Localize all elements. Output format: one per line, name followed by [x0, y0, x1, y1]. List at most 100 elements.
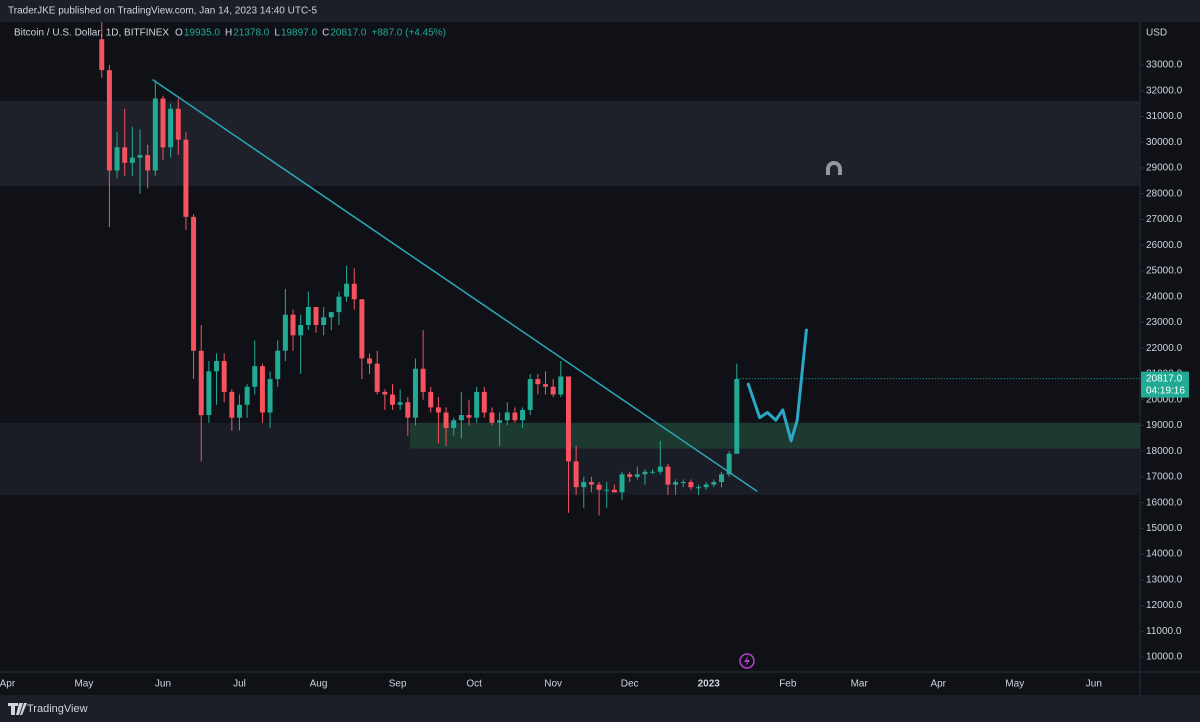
- y-tick-label: 33000.0: [1146, 60, 1183, 71]
- y-tick-label: 15000.0: [1146, 523, 1183, 534]
- candle-body: [726, 453, 732, 475]
- candle-body: [298, 324, 304, 336]
- candle-body: [152, 98, 158, 171]
- candle-body: [611, 489, 617, 493]
- y-tick-label: 30000.0: [1146, 137, 1183, 148]
- x-tick-label: Dec: [621, 679, 639, 690]
- x-tick-label: Apr: [0, 679, 16, 690]
- candle-body: [481, 391, 487, 413]
- candle-body: [688, 482, 694, 488]
- candle-body: [527, 379, 533, 410]
- candle-body: [244, 386, 250, 405]
- candle-body: [428, 391, 434, 408]
- publisher: TraderJKE published on TradingView.com, …: [8, 6, 318, 17]
- x-tick-label: Aug: [310, 679, 328, 690]
- candle-body: [711, 482, 717, 485]
- y-tick-label: 19000.0: [1146, 420, 1183, 431]
- x-tick-label: Jul: [233, 679, 246, 690]
- candle-body: [657, 466, 663, 472]
- candle-body: [168, 108, 174, 148]
- candle-body: [198, 350, 204, 416]
- legend-key: L: [274, 28, 280, 39]
- candle-body: [305, 306, 311, 325]
- candle-body: [259, 366, 265, 413]
- candle-body: [367, 358, 373, 364]
- candle-body: [665, 466, 671, 485]
- candle-body: [573, 461, 579, 488]
- trendline: [152, 79, 758, 492]
- last-price-label: 20817.0: [1146, 373, 1183, 384]
- candle-body: [275, 350, 281, 380]
- x-tick-label: May: [74, 679, 93, 690]
- candle-body: [122, 147, 128, 163]
- candle-body: [673, 482, 679, 485]
- candle-body: [252, 366, 258, 387]
- candle-body: [588, 482, 594, 485]
- last-price-box: [1141, 371, 1189, 398]
- x-tick-label: Jun: [1086, 679, 1102, 690]
- legend: Bitcoin / U.S. Dollar, 1D, BITFINEX O 1993…: [14, 28, 446, 39]
- x-tick-label: Oct: [466, 679, 482, 690]
- candle-body: [627, 474, 633, 477]
- x-tick-label: Feb: [779, 679, 797, 690]
- y-tick-label: 24000.0: [1146, 291, 1183, 302]
- candle-body: [183, 139, 189, 217]
- y-tick-label: 12000.0: [1146, 600, 1183, 611]
- candle-body: [328, 312, 334, 318]
- candle-body: [543, 384, 549, 387]
- y-tick-label: 31000.0: [1146, 111, 1183, 122]
- candle-body: [191, 216, 197, 351]
- y-tick-label: 13000.0: [1146, 574, 1183, 585]
- candle-body: [405, 402, 411, 418]
- x-tick-label: Apr: [930, 679, 946, 690]
- candle-body: [435, 407, 441, 413]
- candle-body: [520, 409, 526, 421]
- candle-body: [236, 404, 242, 418]
- y-tick-label: 11000.0: [1146, 626, 1182, 637]
- candle-body: [382, 391, 388, 395]
- candle-body: [451, 420, 457, 428]
- x-tick-label: Nov: [544, 679, 562, 690]
- candle-body: [703, 484, 709, 488]
- candle-body: [634, 474, 640, 477]
- zone: [0, 101, 1140, 186]
- legend-change: +887.0 (+4.45%): [371, 28, 446, 39]
- plot-area: [0, 22, 1140, 516]
- candle-body: [99, 39, 105, 71]
- candle-body: [374, 363, 380, 392]
- y-tick-label: 22000.0: [1146, 343, 1183, 354]
- candle-body: [550, 386, 556, 395]
- candle-body: [160, 98, 166, 148]
- y-tick-label: 25000.0: [1146, 266, 1183, 277]
- candle-body: [581, 482, 587, 488]
- candle-body: [175, 108, 181, 140]
- candle-body: [565, 376, 571, 462]
- y-unit: USD: [1146, 28, 1167, 39]
- candle-body: [336, 296, 342, 313]
- x-tick-label: Jun: [155, 679, 171, 690]
- candle-body: [282, 314, 288, 351]
- y-tick-label: 29000.0: [1146, 163, 1183, 174]
- candle-body: [267, 379, 273, 413]
- projection-path: [746, 328, 808, 443]
- candle-body: [535, 379, 541, 385]
- candle-body: [221, 361, 227, 392]
- candle-body: [359, 299, 365, 359]
- x-tick-label: Sep: [389, 679, 407, 690]
- candle-body: [650, 471, 656, 473]
- candle-body: [129, 157, 135, 163]
- candle-body: [390, 394, 395, 405]
- chart-title: Bitcoin / U.S. Dollar, 1D, BITFINEX: [14, 28, 169, 39]
- y-tick-label: 14000.0: [1146, 549, 1183, 560]
- footer-bar: [0, 695, 1200, 722]
- candle-body: [512, 412, 518, 421]
- top-bar: [0, 0, 1200, 22]
- legend-key: H: [225, 28, 232, 39]
- candle-body: [106, 70, 112, 171]
- candle-body: [719, 474, 724, 483]
- candle-body: [642, 471, 648, 475]
- candle-body: [206, 371, 212, 416]
- candle-body: [558, 376, 564, 395]
- legend-value: 19897.0: [281, 28, 318, 39]
